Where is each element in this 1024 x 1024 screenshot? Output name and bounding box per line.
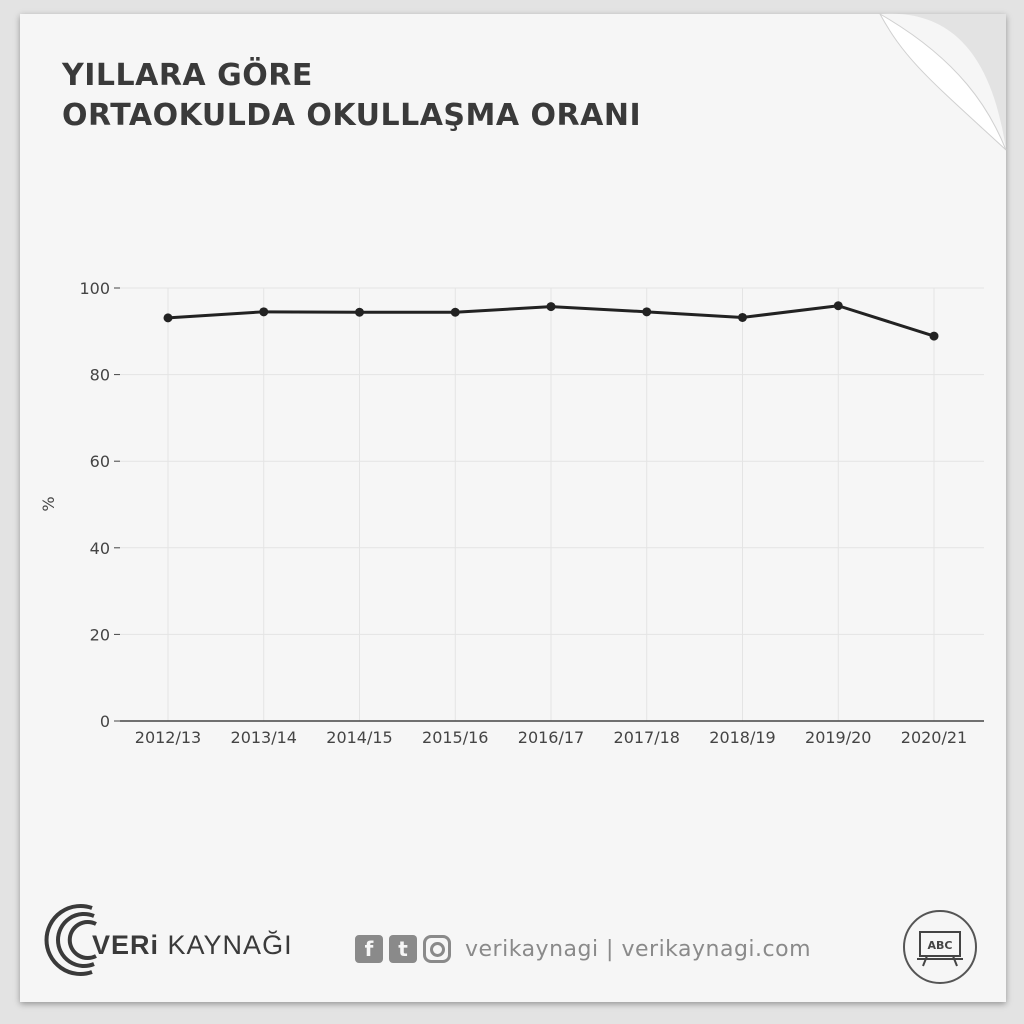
x-tick-label: 2018/19 bbox=[709, 728, 775, 747]
y-tick-label: 80 bbox=[90, 366, 110, 385]
axes: 0 20 40 60 80 100 2012/13 2013/14 2014/15 2015/16… bbox=[79, 279, 984, 747]
y-tick-label: 100 bbox=[79, 279, 110, 298]
brand-arcs-icon bbox=[44, 904, 97, 976]
y-axis-title: % bbox=[39, 496, 58, 511]
y-tick-label: 0 bbox=[100, 712, 110, 731]
social-links: f t verikaynagi | verikaynagi.com bbox=[355, 932, 811, 966]
data-point bbox=[929, 331, 939, 341]
y-tick-label: 20 bbox=[90, 625, 110, 644]
brand-logo: VERi KAYNAĞI bbox=[44, 900, 304, 980]
x-tick-label: 2019/20 bbox=[805, 728, 871, 747]
grid bbox=[120, 287, 984, 721]
data-point bbox=[738, 312, 747, 322]
twitter-icon[interactable]: t bbox=[389, 935, 417, 963]
data-point bbox=[546, 302, 556, 312]
x-tick-label: 2015/16 bbox=[422, 728, 488, 747]
x-tick-label: 2014/15 bbox=[326, 728, 392, 747]
paper-sheet bbox=[20, 14, 1006, 1002]
brand-name-bold: VERi bbox=[92, 930, 160, 960]
series bbox=[163, 301, 939, 341]
x-tick-label: 2013/14 bbox=[231, 728, 297, 747]
x-tick-label: 2016/17 bbox=[518, 728, 584, 747]
y-tick-label: 40 bbox=[90, 539, 110, 558]
abc-board-icon: ABC bbox=[903, 910, 977, 984]
brand-name: VERi KAYNAĞI bbox=[92, 930, 293, 961]
x-tick-label: 2012/13 bbox=[135, 728, 201, 747]
data-point bbox=[642, 307, 652, 317]
title-line-1: YILLARA GÖRE bbox=[62, 58, 313, 93]
x-tick-label: 2020/21 bbox=[901, 728, 967, 747]
y-tick-label: 60 bbox=[90, 452, 110, 471]
data-point bbox=[833, 301, 843, 311]
data-point bbox=[450, 307, 460, 317]
data-point bbox=[355, 307, 364, 317]
data-point bbox=[163, 313, 173, 323]
title-line-2: ORTAOKULDA OKULLAŞMA ORANI bbox=[62, 98, 642, 133]
instagram-icon[interactable] bbox=[423, 935, 451, 963]
brand-name-rest: KAYNAĞI bbox=[159, 930, 293, 960]
data-point bbox=[259, 307, 269, 317]
chart-title: YILLARA GÖRE ORTAOKULDA OKULLAŞMA ORANI bbox=[62, 56, 641, 136]
x-tick-label: 2017/18 bbox=[614, 728, 680, 747]
facebook-icon[interactable]: f bbox=[355, 935, 383, 963]
social-handle[interactable]: verikaynagi | verikaynagi.com bbox=[465, 936, 812, 962]
abc-label: ABC bbox=[928, 939, 953, 952]
